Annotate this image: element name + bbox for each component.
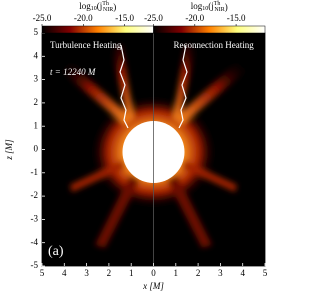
colorbar-label-part: log [79,1,91,11]
colorbar-label-part: (j [208,1,214,11]
x-tick-label: 4 [62,268,67,278]
colorbar-label: log10(jTh NIR) [79,1,116,13]
glow [70,160,125,192]
y-tick-label: 2 [34,97,39,107]
jet-boundary [178,44,188,129]
x-tick-label: 4 [240,268,245,278]
colorbar-tick-label: -25.0 [144,13,163,23]
x-tick-label: 3 [218,268,223,278]
y-axis-label: z [M] [4,139,14,161]
y-tick-label: -2 [31,190,39,200]
colorbar [153,25,266,34]
y-tick-label: -1 [31,167,39,177]
jet-boundary [119,44,129,129]
colorbar-label-part: Th [214,1,221,7]
x-tick-label: 3 [84,268,89,278]
glow [175,62,247,125]
colorbar-label-part: NIR [103,7,113,13]
colorbar-tick-label: -25.0 [33,13,52,23]
colorbar-label-part: NIR [214,7,224,13]
y-tick-label: 4 [34,50,39,60]
colorbar-label-part: ) [113,2,116,12]
panel-title: Turbulence Heating [50,40,122,50]
glow [110,45,134,122]
y-tick-label: 1 [34,120,39,130]
x-tick-label: 5 [263,268,268,278]
heatmap [60,33,247,266]
glow [60,62,132,125]
y-tick-label: -3 [31,213,39,223]
annotation: (a) [48,244,64,259]
x-tick-label: 5 [40,268,45,278]
x-tick-label: 0 [151,268,156,278]
colorbar-label: log10(jTh NIR) [191,1,228,13]
colorbar-tick-label: -15.0 [115,13,134,23]
glow [173,45,197,122]
colorbar-label-part: ) [225,2,228,12]
x-axis-label: x [M] [142,281,164,291]
colorbar-label-part: 10 [202,6,208,12]
colorbar-tick-label: -20.0 [74,13,93,23]
x-tick-label: 1 [174,268,179,278]
colorbar-label-part: 10 [91,6,97,12]
colorbar-tick-label: -15.0 [227,13,246,23]
glow [182,160,237,192]
y-tick-label: 0 [34,144,39,154]
y-tick-label: -4 [31,237,39,247]
x-tick-label: 2 [196,268,201,278]
colorbar-tick-label: -20.0 [185,13,204,23]
colorbar-label-part: log [191,1,203,11]
colorbar [41,25,154,34]
glow [167,175,212,248]
y-tick-label: 3 [34,74,39,84]
annotation: t = 12240 M [50,67,96,77]
colorbar-label-part: Th [102,1,109,7]
y-tick-label: 5 [34,27,39,37]
colorbar-label-part: (j [97,1,103,11]
x-tick-label: 2 [107,268,112,278]
glow [95,175,140,248]
x-tick-label: 1 [129,268,134,278]
panel-title: Reconnection Heating [174,40,255,50]
y-tick-label: -5 [31,260,39,270]
